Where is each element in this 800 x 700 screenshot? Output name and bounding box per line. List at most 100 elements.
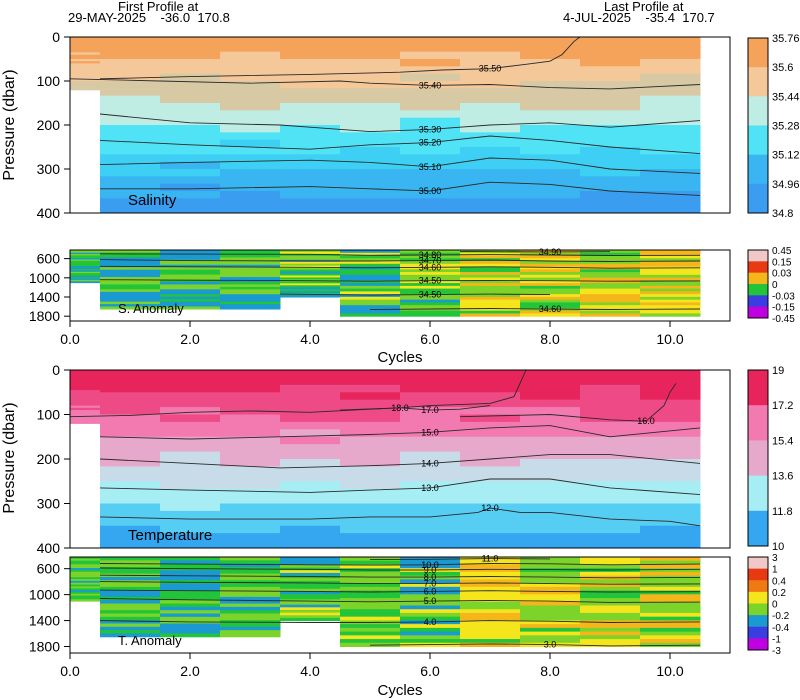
field-cell xyxy=(400,377,461,385)
field-cell xyxy=(160,607,221,611)
field-cell xyxy=(340,628,401,632)
field-cell xyxy=(340,591,401,595)
field-cell xyxy=(220,169,281,177)
colorbar-tick-label: 10 xyxy=(772,541,784,553)
colorbar-tick-label: 1 xyxy=(772,565,778,576)
field-cell xyxy=(340,422,401,430)
field-cell xyxy=(640,474,701,482)
field-cell xyxy=(580,579,641,583)
field-cell xyxy=(520,74,581,82)
field-cell xyxy=(220,496,281,504)
panel-label: S. Anomaly xyxy=(118,301,184,316)
field-cell xyxy=(340,147,401,155)
field-cell xyxy=(340,624,401,628)
field-cell xyxy=(520,429,581,437)
field-cell xyxy=(640,176,701,184)
colorbar-tick-label: 3 xyxy=(772,553,778,564)
field-cell xyxy=(580,37,641,45)
field-cell xyxy=(280,437,341,445)
field-cell xyxy=(160,96,221,104)
field-cell xyxy=(100,52,161,60)
colorbar-tick-label: -0.45 xyxy=(772,314,795,325)
field-cell xyxy=(160,557,221,561)
colorbar-segment xyxy=(748,184,768,214)
field-cell xyxy=(220,400,281,408)
field-cell xyxy=(340,59,401,67)
field-cell xyxy=(220,44,281,52)
field-cell xyxy=(100,184,161,192)
field-cell xyxy=(400,392,461,400)
field-cell xyxy=(460,624,521,628)
field-cell xyxy=(340,96,401,104)
field-cell xyxy=(460,52,521,60)
field-cell xyxy=(100,147,161,155)
field-cell xyxy=(520,564,581,568)
field-cell xyxy=(280,511,341,519)
colorbar-segment xyxy=(748,569,768,581)
field-cell xyxy=(580,392,641,400)
field-cell xyxy=(520,370,581,378)
field-cell xyxy=(280,44,341,52)
field-cell xyxy=(460,88,521,96)
field-cell xyxy=(340,377,401,385)
field-cell xyxy=(340,191,401,199)
field-cell xyxy=(280,66,341,74)
field-cell xyxy=(100,429,161,437)
field-cell xyxy=(340,504,401,512)
field-cell xyxy=(520,628,581,632)
field-cell xyxy=(520,400,581,408)
field-cell xyxy=(280,37,341,45)
field-cell xyxy=(280,191,341,199)
field-cell xyxy=(340,635,401,639)
colorbar-segment xyxy=(748,96,768,126)
field-cell xyxy=(100,452,161,460)
field-cell xyxy=(400,518,461,526)
field-cell xyxy=(340,452,401,460)
field-cell xyxy=(520,407,581,415)
field-cell xyxy=(70,88,101,91)
field-cell xyxy=(520,59,581,67)
field-cell xyxy=(220,206,281,214)
field-cell xyxy=(340,526,401,534)
field-cell xyxy=(280,370,341,378)
field-cell xyxy=(280,132,341,140)
field-cell xyxy=(460,162,521,170)
field-cell xyxy=(640,110,701,118)
field-cell xyxy=(640,466,701,474)
field-cell xyxy=(160,429,221,437)
field-cell xyxy=(280,422,341,430)
field-cell xyxy=(340,613,401,617)
field-cell xyxy=(340,370,401,378)
colorbar-tick-label: 15.4 xyxy=(772,435,793,447)
field-cell xyxy=(100,557,161,561)
field-cell xyxy=(640,74,701,82)
colorbar-tick-label: 35.6 xyxy=(772,62,793,74)
contour-label: 13.0 xyxy=(421,483,439,493)
field-cell xyxy=(460,385,521,393)
field-cell xyxy=(520,206,581,214)
field-cell xyxy=(220,633,281,637)
field-cell xyxy=(220,617,281,621)
field-cell xyxy=(640,591,701,595)
field-cell xyxy=(460,643,521,647)
field-cell xyxy=(520,452,581,460)
field-cell xyxy=(460,639,521,643)
contour-label: 34.50 xyxy=(419,276,442,286)
colorbar-tick-label: 0.03 xyxy=(772,269,792,280)
field-cell xyxy=(580,176,641,184)
field-cell xyxy=(340,602,401,606)
field-cell xyxy=(70,281,101,283)
field-cell xyxy=(340,594,401,598)
field-cell xyxy=(340,437,401,445)
field-cell xyxy=(340,496,401,504)
colorbar-tick-label: -1 xyxy=(772,634,781,645)
field-cell xyxy=(100,154,161,162)
field-cell xyxy=(520,444,581,452)
field-cell xyxy=(340,444,401,452)
field-cell xyxy=(340,198,401,206)
y-axis-title: Pressure (dbar) xyxy=(1,69,18,180)
field-cell xyxy=(100,392,161,400)
field-cell xyxy=(220,623,281,627)
field-cell xyxy=(460,628,521,632)
